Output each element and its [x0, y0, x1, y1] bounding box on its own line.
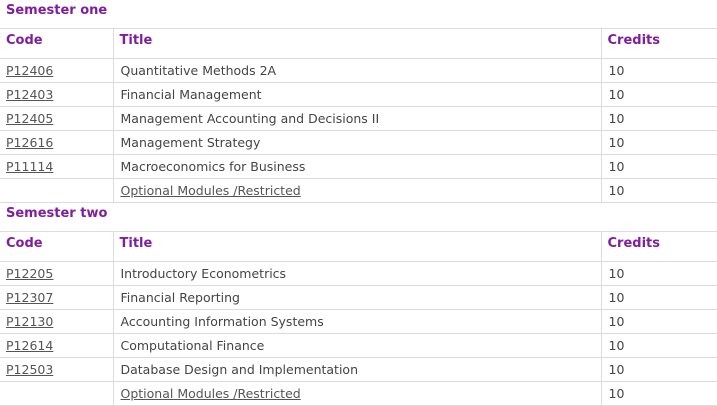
table-row: P12503 Database Design and Implementatio…	[0, 357, 717, 382]
table-row: P12130 Accounting Information Systems 10	[0, 309, 717, 334]
table-header-row: Code Title Credits	[0, 28, 717, 59]
empty-code-cell	[0, 178, 114, 203]
module-code-link[interactable]: P12307	[6, 289, 54, 305]
semester-one-title: Semester one	[6, 3, 108, 18]
table-row: P12616 Management Strategy 10	[0, 130, 717, 155]
module-code-link[interactable]: P12614	[6, 337, 54, 353]
module-credits: 10	[600, 381, 717, 406]
optional-modules-row: Optional Modules /Restricted 10	[0, 178, 717, 203]
semester-one-table: Code Title Credits P12406 Quantitative M…	[0, 28, 717, 203]
module-credits: 10	[600, 154, 717, 179]
module-credits: 10	[600, 285, 717, 310]
module-code-link[interactable]: P12130	[6, 313, 54, 329]
module-title: Financial Management	[112, 82, 602, 107]
module-title: Macroeconomics for Business	[112, 154, 602, 179]
credits-column-header: Credits	[600, 231, 717, 262]
code-column-header: Code	[0, 231, 114, 262]
table-row: P12614 Computational Finance 10	[0, 333, 717, 358]
module-code-link[interactable]: P12405	[6, 110, 54, 126]
table-row: P12205 Introductory Econometrics 10	[0, 261, 717, 286]
optional-modules-link[interactable]: Optional Modules /Restricted	[120, 182, 301, 198]
module-code-link[interactable]: P12406	[6, 62, 54, 78]
semester-two-title: Semester two	[6, 206, 108, 221]
module-title: Computational Finance	[112, 333, 602, 358]
credits-column-header: Credits	[600, 28, 717, 59]
module-code-link[interactable]: P11114	[6, 158, 54, 174]
module-code-link[interactable]: P12503	[6, 361, 54, 377]
module-title: Management Accounting and Decisions II	[112, 106, 602, 131]
module-code-link[interactable]: P12616	[6, 134, 54, 150]
module-credits: 10	[600, 106, 717, 131]
table-row: P12406 Quantitative Methods 2A 10	[0, 58, 717, 83]
title-column-header: Title	[112, 28, 602, 59]
module-title: Management Strategy	[112, 130, 602, 155]
module-title: Introductory Econometrics	[112, 261, 602, 286]
module-code-link[interactable]: P12205	[6, 265, 54, 281]
semester-two-table: Code Title Credits P12205 Introductory E…	[0, 231, 717, 406]
module-credits: 10	[600, 130, 717, 155]
empty-code-cell	[0, 381, 114, 406]
module-credits: 10	[600, 58, 717, 83]
table-row: P12403 Financial Management 10	[0, 82, 717, 107]
module-credits: 10	[600, 261, 717, 286]
module-title: Accounting Information Systems	[112, 309, 602, 334]
optional-modules-link[interactable]: Optional Modules /Restricted	[120, 385, 301, 401]
table-row: P12307 Financial Reporting 10	[0, 285, 717, 310]
module-title: Financial Reporting	[112, 285, 602, 310]
module-title: Database Design and Implementation	[112, 357, 602, 382]
title-column-header: Title	[112, 231, 602, 262]
table-row: P12405 Management Accounting and Decisio…	[0, 106, 717, 131]
table-header-row: Code Title Credits	[0, 231, 717, 262]
module-title: Quantitative Methods 2A	[112, 58, 602, 83]
module-credits: 10	[600, 178, 717, 203]
module-code-link[interactable]: P12403	[6, 86, 54, 102]
optional-modules-row: Optional Modules /Restricted 10	[0, 381, 717, 406]
code-column-header: Code	[0, 28, 114, 59]
module-credits: 10	[600, 82, 717, 107]
module-credits: 10	[600, 357, 717, 382]
module-credits: 10	[600, 309, 717, 334]
module-credits: 10	[600, 333, 717, 358]
table-row: P11114 Macroeconomics for Business 10	[0, 154, 717, 179]
